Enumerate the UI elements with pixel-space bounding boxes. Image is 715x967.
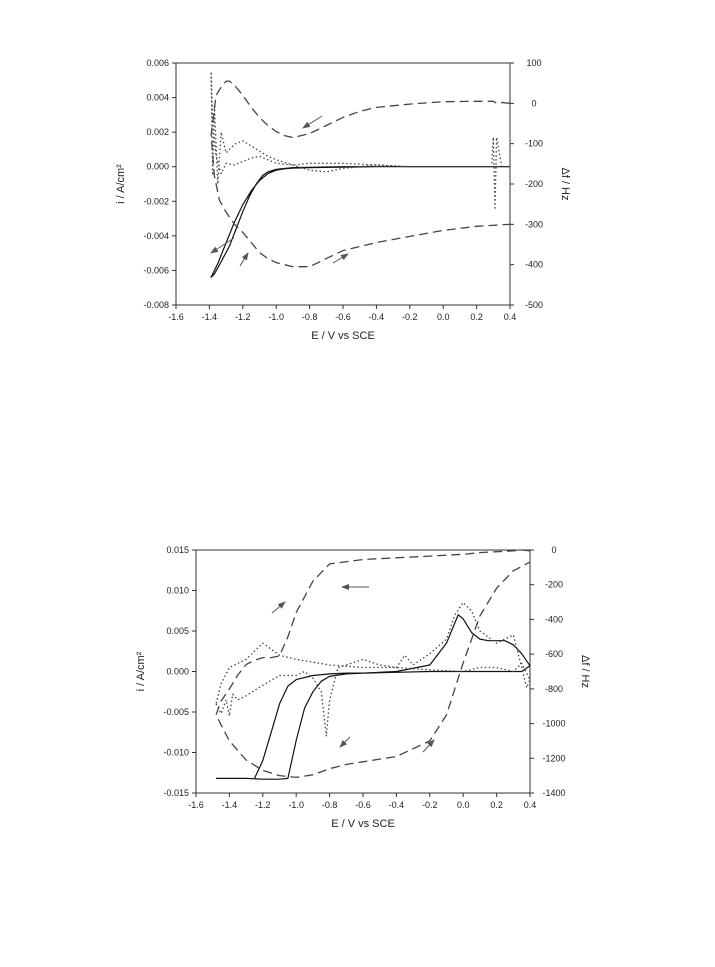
- sweep-arrow-icon: [210, 237, 235, 254]
- y-left-tick-label: 0.000: [146, 162, 169, 172]
- dotted-series-line: [215, 601, 531, 737]
- x-tick-label: 0.2: [470, 312, 483, 322]
- sweep-direction-arrows: [210, 115, 349, 267]
- x-tick-label: -1.0: [288, 800, 304, 810]
- y-axis-label-left: i / A/cm²: [135, 651, 147, 691]
- x-tick-label: 0.4: [504, 312, 517, 322]
- y-left-tick-label: 0.004: [146, 93, 169, 103]
- y-right-tick-label: -1200: [542, 753, 565, 763]
- x-tick-label: -1.4: [202, 312, 218, 322]
- y-right-tick-label: -200: [545, 580, 563, 590]
- cv-chart-bottom: -1.6 -1.4 -1.2 -1.0 -0.8 -0.6 -0.4 -0.2 0.0 0.2 0.…: [135, 545, 591, 830]
- y-right-tick-label: -500: [525, 300, 543, 310]
- y-right-tick-label: -1000: [542, 719, 565, 729]
- y-right-tick-label: -400: [525, 260, 543, 270]
- sweep-arrow-icon: [339, 736, 351, 748]
- y-left-tick-label: -0.006: [143, 265, 169, 275]
- dashed-series-line: [210, 80, 511, 268]
- y-right-tick-label: -200: [525, 179, 543, 189]
- x-tick-label: -0.8: [322, 800, 338, 810]
- dotted-series-line: [210, 70, 510, 211]
- x-tick-label: -1.6: [168, 312, 184, 322]
- y-left-tick-label: -0.004: [143, 231, 169, 241]
- plot-frame: [175, 62, 511, 306]
- y-left-tick-label: 0.000: [166, 667, 189, 677]
- y-right-tick-label: 0: [551, 545, 556, 555]
- x-tick-label: -1.2: [255, 800, 271, 810]
- x-tick-label: 0.0: [437, 312, 450, 322]
- sweep-direction-arrows: [271, 584, 435, 753]
- x-tick-label: -0.6: [335, 312, 351, 322]
- x-tick-label: -1.2: [235, 312, 251, 322]
- y-left-tick-label: 0.015: [166, 545, 189, 555]
- y-axis-label-right: Δf / Hz: [559, 167, 571, 200]
- y-left-tick-label: -0.005: [163, 707, 189, 717]
- y-right-tick-label: 100: [526, 58, 541, 68]
- y-left-tick-label: -0.015: [163, 788, 189, 798]
- x-tick-label: -1.6: [188, 800, 204, 810]
- y-right-tick-label: -800: [545, 684, 563, 694]
- y-right-tick-label: -100: [525, 139, 543, 149]
- x-tick-label: -0.2: [402, 312, 418, 322]
- x-tick-label: 0.4: [524, 800, 537, 810]
- solid-series-line: [210, 166, 510, 278]
- x-axis-label: E / V vs SCE: [311, 330, 375, 342]
- y-right-tick-label: 0: [531, 98, 536, 108]
- x-tick-label: -0.4: [369, 312, 385, 322]
- y-right-tick-label: -300: [525, 219, 543, 229]
- y-axis-label-left: i / A/cm²: [115, 164, 127, 204]
- x-tick-label: -0.6: [355, 800, 371, 810]
- sweep-arrow-icon: [239, 252, 249, 267]
- y-left-tick-label: -0.002: [143, 196, 169, 206]
- x-tick-label: 0.0: [457, 800, 470, 810]
- y-left-tick-label: 0.002: [146, 127, 169, 137]
- sweep-arrow-icon: [332, 253, 349, 264]
- x-tick-label: -1.0: [268, 312, 284, 322]
- cv-chart-top: -1.6 -1.4 -1.2 -1.0 -0.8 -0.6 -0.4 -0.2 0.0 0.2 0.…: [115, 58, 571, 342]
- dashed-series-line: [215, 549, 531, 779]
- solid-series-line: [216, 614, 531, 780]
- y-right-tick-label: -1400: [542, 788, 565, 798]
- y-left-tick-label: 0.006: [146, 58, 169, 68]
- y-left-tick-label: 0.010: [166, 586, 189, 596]
- x-tick-label: -0.8: [302, 312, 318, 322]
- y-right-tick-label: -400: [545, 614, 563, 624]
- y-axis-label-right: Δf / Hz: [579, 655, 591, 688]
- x-tick-label: -1.4: [222, 800, 238, 810]
- x-tick-label: -0.4: [389, 800, 405, 810]
- y-left-tick-label: -0.008: [143, 300, 169, 310]
- y-right-tick-label: -600: [545, 649, 563, 659]
- sweep-arrow-icon: [302, 115, 323, 129]
- y-left-tick-label: -0.010: [163, 748, 189, 758]
- sweep-arrow-icon: [271, 601, 286, 614]
- x-tick-label: -0.2: [422, 800, 438, 810]
- x-tick-label: 0.2: [490, 800, 503, 810]
- x-axis-label: E / V vs SCE: [331, 818, 395, 830]
- y-left-tick-label: 0.005: [166, 626, 189, 636]
- sweep-arrow-icon: [422, 739, 435, 753]
